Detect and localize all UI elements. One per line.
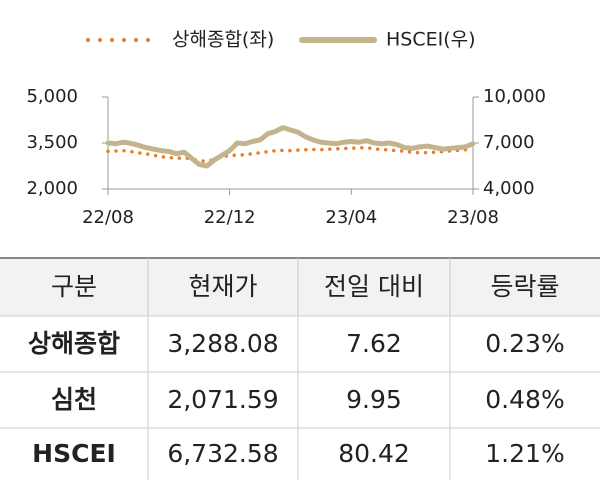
table-cell: 9.95 [346,385,402,414]
table-cell: 심천 [51,385,97,414]
table-cell: 7.62 [346,329,402,358]
table-cell: 6,732.58 [167,439,278,468]
legend-label: 상해종합(좌) [172,29,274,51]
legend-label: HSCEI(우) [386,29,476,51]
x-tick-label: 22/08 [82,207,134,228]
table-header-bg [0,258,600,316]
y-tick-label: 2,000 [26,178,78,199]
table-cell: HSCEI [32,439,116,468]
table-cell: 80.42 [338,439,410,468]
table-cell: 0.48% [485,385,564,414]
y2-tick-label: 7,000 [483,132,535,153]
series-line [105,125,476,169]
series-line [106,145,475,164]
table-cell: 1.21% [485,439,564,468]
table-header-cell: 구분 [51,272,97,301]
x-tick-label: 23/08 [447,207,499,228]
table-header-cell: 전일 대비 [324,272,424,301]
y-tick-label: 5,000 [26,86,78,107]
y2-tick-label: 10,000 [483,86,546,107]
table-cell: 상해종합 [28,329,120,358]
table-cell: 2,071.59 [167,385,278,414]
x-tick-label: 23/04 [325,207,377,228]
y-tick-label: 3,500 [26,132,78,153]
x-tick-label: 22/12 [204,207,256,228]
table-header-cell: 현재가 [188,272,257,301]
table-cell: 3,288.08 [167,329,278,358]
table-cell: 0.23% [485,329,564,358]
y2-tick-label: 4,000 [483,178,535,199]
table-header-cell: 등락률 [490,272,559,301]
